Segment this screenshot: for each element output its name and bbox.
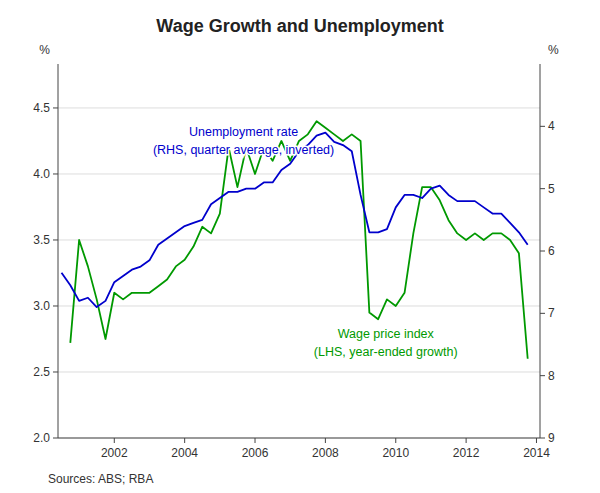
y2-tick bbox=[540, 313, 545, 314]
y-tick-label: 4.5 bbox=[33, 101, 50, 115]
y-tick bbox=[53, 239, 58, 240]
y-tick-label: 2.5 bbox=[33, 365, 50, 379]
grid-line bbox=[58, 438, 540, 439]
x-tick-label: 2012 bbox=[453, 446, 480, 460]
annotation: Unemployment rate bbox=[189, 125, 298, 139]
annotation: (RHS, quarter average, inverted) bbox=[153, 143, 334, 157]
y2-tick bbox=[540, 188, 545, 189]
x-tick bbox=[184, 438, 185, 443]
y2-tick bbox=[540, 251, 545, 252]
chart: Wage Growth and Unemployment 2002 2004 2006… bbox=[0, 0, 600, 493]
y2-tick-label: 9 bbox=[548, 431, 555, 445]
annotations: Unemployment rate (RHS, quarter average, … bbox=[153, 125, 458, 359]
y2-tick-label: 5 bbox=[548, 182, 555, 196]
x-tick bbox=[325, 438, 326, 443]
y-tick bbox=[53, 107, 58, 108]
title: Wage Growth and Unemployment bbox=[156, 16, 443, 36]
x-tick bbox=[395, 438, 396, 443]
x-tick-label: 2008 bbox=[312, 446, 339, 460]
y2-tick bbox=[540, 126, 545, 127]
y-tick-label: 3.0 bbox=[33, 299, 50, 313]
y2-tick bbox=[540, 375, 545, 376]
x-tick bbox=[466, 438, 467, 443]
y2-tick-label: 7 bbox=[548, 306, 555, 320]
background bbox=[0, 0, 600, 493]
grid-line bbox=[58, 371, 540, 372]
plot-data bbox=[62, 121, 528, 359]
annotation: (LHS, year-ended growth) bbox=[314, 345, 458, 359]
grid bbox=[58, 108, 540, 438]
y2-tick-label: 4 bbox=[548, 119, 555, 133]
y-axis-line bbox=[58, 64, 59, 438]
series-line bbox=[70, 121, 527, 359]
grid-line bbox=[58, 305, 540, 306]
x-axis-line bbox=[58, 438, 540, 439]
y2-axis-label: % bbox=[548, 43, 559, 57]
grid-line bbox=[58, 107, 540, 108]
y-tick bbox=[53, 371, 58, 372]
y-tick-label: 2.0 bbox=[33, 431, 50, 445]
x-tick-label: 2006 bbox=[242, 446, 269, 460]
y2-tick bbox=[540, 438, 545, 439]
series-line bbox=[62, 133, 528, 308]
x-tick-label: 2004 bbox=[171, 446, 198, 460]
x-tick-label: 2010 bbox=[382, 446, 409, 460]
y-tick bbox=[53, 173, 58, 174]
y-tick bbox=[53, 438, 58, 439]
source: Sources: ABS; RBA bbox=[48, 472, 153, 486]
x-tick bbox=[255, 438, 256, 443]
y-axis-label: % bbox=[39, 43, 50, 57]
axes: 2002 2004 2006 2008 2010 2012 2014 2.0 2.5 3.0 3.5… bbox=[33, 43, 559, 460]
annotation: Wage price index bbox=[338, 327, 435, 341]
y2-tick-label: 6 bbox=[548, 244, 555, 258]
y-tick bbox=[53, 305, 58, 306]
y-tick-label: 4.0 bbox=[33, 167, 50, 181]
y-tick-label: 3.5 bbox=[33, 233, 50, 247]
grid-line bbox=[58, 173, 540, 174]
x-tick-label: 2014 bbox=[523, 446, 550, 460]
x-tick bbox=[536, 438, 537, 443]
y2-tick-label: 8 bbox=[548, 369, 555, 383]
x-tick bbox=[114, 438, 115, 443]
x-tick-label: 2002 bbox=[101, 446, 128, 460]
